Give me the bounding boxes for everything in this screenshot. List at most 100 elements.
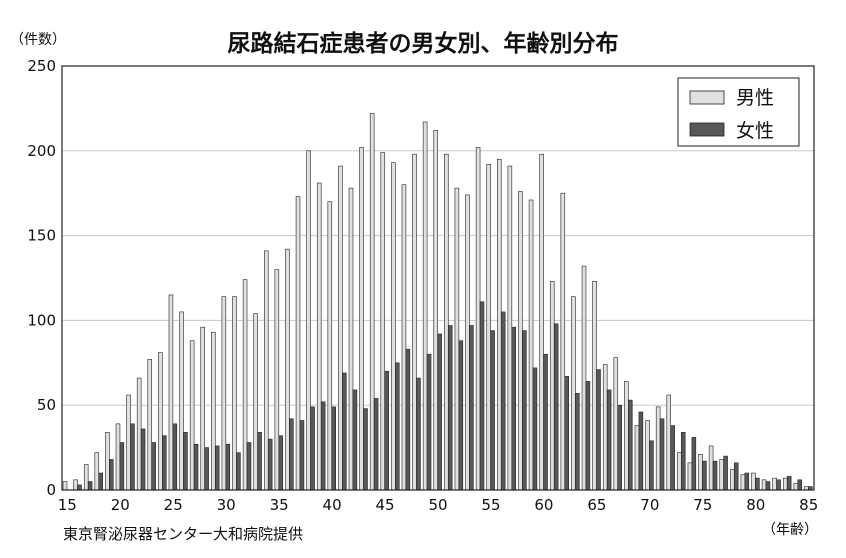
bar-female-age-84 (797, 479, 803, 491)
bar-male-age-75 (698, 454, 703, 491)
bar-female-age-82 (776, 479, 781, 491)
bar-female-age-58 (522, 330, 527, 491)
bar-male-age-82 (772, 477, 777, 491)
bar-female-age-62 (564, 376, 570, 491)
bar-female-age-18 (98, 472, 103, 491)
bar-female-age-67 (617, 404, 622, 491)
bar-female-age-60 (543, 354, 548, 491)
bar-female-age-33 (257, 432, 262, 491)
bar-female-age-55 (490, 330, 495, 491)
legend: 男性 女性 (677, 77, 800, 147)
bar-male-age-21 (126, 394, 131, 491)
bar-male-age-60 (539, 153, 544, 491)
bar-male-age-68 (624, 381, 629, 491)
x-tick-label: 60 (534, 496, 553, 514)
x-tick-label: 30 (217, 496, 236, 514)
bar-male-age-35 (274, 269, 280, 491)
bar-male-age-51 (444, 153, 449, 491)
y-tick-label: 50 (37, 396, 56, 414)
x-tick-label: 65 (587, 496, 606, 514)
bar-female-age-36 (289, 418, 294, 491)
bar-female-age-20 (119, 442, 125, 491)
bar-male-age-17 (83, 464, 89, 491)
bar-male-age-32 (242, 279, 248, 491)
x-axis-unit: （年齢） (762, 522, 818, 538)
legend-label-male: 男性 (736, 87, 774, 109)
x-tick-label: 35 (270, 496, 289, 514)
bar-female-age-66 (606, 389, 612, 491)
bar-male-age-66 (602, 364, 608, 491)
bar-female-age-81 (765, 481, 771, 491)
bar-male-age-40 (327, 201, 333, 491)
bar-female-age-17 (87, 481, 93, 491)
bar-male-age-46 (391, 162, 396, 491)
bar-female-age-80 (755, 477, 760, 491)
bar-female-age-34 (267, 438, 273, 491)
bar-male-age-24 (158, 352, 163, 491)
y-tick-label: 100 (27, 311, 56, 329)
bar-female-age-76 (712, 460, 718, 491)
bar-female-age-52 (458, 340, 464, 491)
bar-male-age-65 (592, 281, 597, 491)
bar-female-age-42 (352, 389, 358, 491)
bar-female-age-54 (479, 301, 485, 491)
bar-male-age-67 (613, 357, 619, 491)
bar-female-age-25 (172, 423, 178, 491)
bar-female-age-59 (532, 367, 538, 491)
bar-female-age-47 (405, 348, 411, 491)
x-tick-label: 45 (375, 496, 394, 514)
bar-male-age-49 (422, 121, 428, 491)
x-tick-label: 50 (428, 496, 447, 514)
bar-female-age-70 (649, 440, 654, 491)
bar-male-age-69 (634, 425, 640, 491)
y-tick-label: 250 (27, 57, 56, 75)
x-tick-label: 75 (693, 496, 712, 514)
bar-female-age-56 (500, 311, 506, 491)
bar-female-age-35 (278, 435, 284, 491)
bar-male-age-22 (136, 377, 142, 491)
bar-female-age-39 (320, 401, 326, 491)
bar-female-age-24 (162, 435, 167, 491)
bar-male-age-47 (401, 184, 407, 491)
bar-female-age-64 (585, 381, 591, 491)
bar-male-age-81 (761, 479, 767, 491)
bar-male-age-72 (666, 394, 672, 491)
bar-female-age-68 (628, 399, 633, 491)
bar-male-age-39 (316, 182, 322, 491)
bar-female-age-38 (310, 406, 315, 491)
bar-male-age-28 (200, 326, 205, 491)
bar-female-age-53 (469, 325, 474, 491)
bar-female-age-83 (786, 476, 792, 491)
source-credit: 東京腎泌尿器センター大和病院提供 (63, 525, 303, 543)
bar-female-age-23 (151, 442, 156, 491)
bar-male-age-56 (497, 158, 502, 491)
x-tick-label: 15 (58, 496, 77, 514)
bar-male-age-63 (571, 296, 576, 491)
bar-female-age-75 (702, 460, 707, 491)
y-tick-label: 200 (27, 142, 56, 160)
chart-title: 尿路結石症患者の男女別、年齢別分布 (228, 30, 619, 57)
bar-male-age-44 (369, 113, 375, 491)
bar-female-age-31 (236, 452, 241, 491)
bar-female-age-77 (723, 455, 728, 491)
bar-female-age-28 (204, 447, 209, 491)
bar-male-age-30 (221, 296, 227, 491)
bar-male-age-19 (105, 432, 110, 491)
x-tick-label: 55 (481, 496, 500, 514)
legend-swatch-male (689, 90, 725, 105)
x-tick-label: 85 (799, 496, 818, 514)
y-tick-label: 150 (27, 227, 56, 245)
bar-male-age-26 (179, 311, 184, 491)
bar-female-age-73 (680, 432, 686, 491)
bar-female-age-40 (331, 406, 336, 491)
bar-female-age-32 (246, 442, 252, 491)
bar-female-age-61 (553, 323, 559, 491)
bar-female-age-48 (416, 377, 421, 491)
bar-male-age-31 (232, 296, 237, 491)
bar-female-age-74 (691, 437, 697, 491)
bar-female-age-37 (299, 420, 305, 491)
bar-male-age-83 (782, 477, 788, 491)
bar-male-age-54 (475, 147, 481, 491)
bar-female-age-29 (214, 445, 220, 491)
bar-male-age-78 (730, 469, 735, 491)
